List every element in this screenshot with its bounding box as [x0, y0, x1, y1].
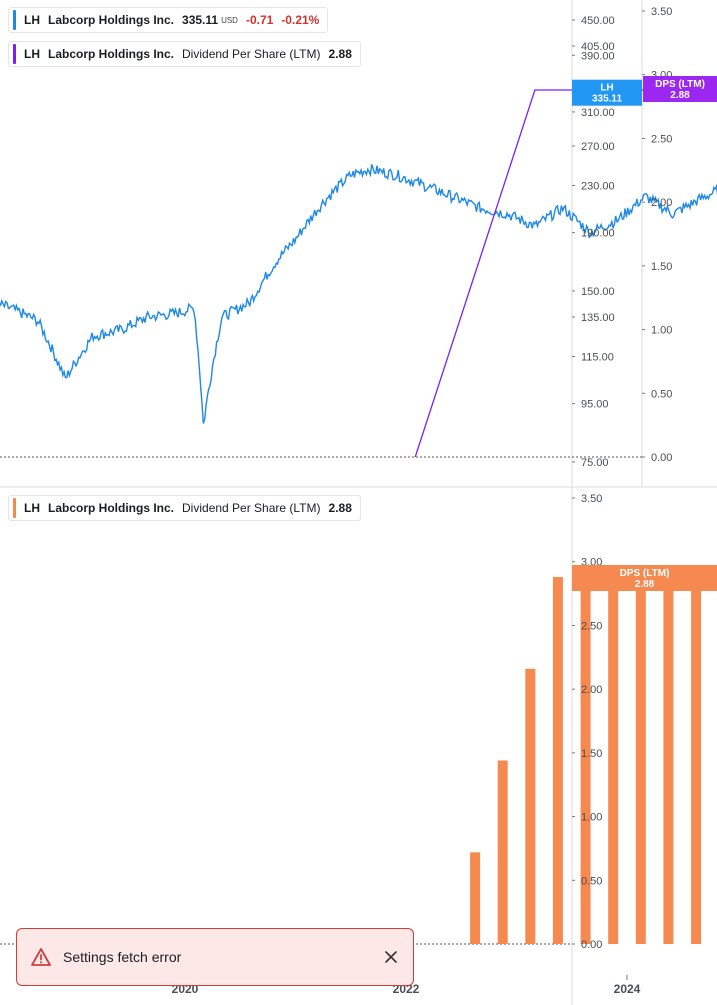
dps-bar-axis-tick-label: 2.50 [581, 620, 602, 632]
dps-axis-tick-label: 1.50 [651, 261, 672, 273]
dps-bar [608, 577, 619, 944]
legend-dps-value: 2.88 [328, 501, 352, 515]
price-axis-tick-label: 405.00 [581, 41, 615, 53]
legend-color-swatch [13, 10, 16, 30]
dps-bar [580, 577, 591, 944]
dps-bar-axis-tick-label: 0.50 [581, 875, 602, 887]
legend-dps-value: 2.88 [328, 47, 352, 61]
dps-bar [470, 852, 481, 944]
price-axis-tick-label: 270.00 [581, 141, 615, 153]
legend-currency: USD [221, 15, 238, 25]
x-axis-tick-label: 2024 [614, 982, 641, 996]
dps-bar [525, 668, 536, 944]
dps-top-badge-value: 2.88 [670, 90, 690, 101]
price-axis-tick-label: 230.00 [581, 181, 615, 193]
dps-top-badge-bg [643, 76, 717, 102]
price-axis-tick-label: 190.00 [581, 228, 615, 240]
dps-bottom-badge-label: DPS (LTM) [620, 568, 670, 579]
legend-symbol: LH [24, 13, 40, 27]
price-series [0, 164, 717, 424]
price-badge-value: 335.11 [592, 94, 622, 105]
price-line [0, 164, 717, 424]
dps-axis-tick-label: 1.00 [651, 325, 672, 337]
legend-change-pct: -0.21% [281, 13, 320, 27]
error-toast: Settings fetch error [16, 928, 414, 986]
dps-bar-axis-tick-label: 2.00 [581, 684, 602, 696]
price-axis-tick-label: 310.00 [581, 107, 615, 119]
price-axis-tick-label: 150.00 [581, 286, 615, 298]
dps-axis-tick-label: 3.50 [651, 6, 672, 18]
price-axis-tick-label: 390.00 [581, 50, 615, 62]
dps-axis-tick-label: 0.00 [651, 452, 672, 464]
dps-bar-axis-tick-label: 0.00 [581, 939, 602, 951]
dps-bar-axis-tick-label: 1.00 [581, 812, 602, 824]
legend-change: -0.71 [245, 13, 274, 27]
dps-axis-tick-label: 2.50 [651, 133, 672, 145]
price-axis-tick-label: 115.00 [581, 352, 614, 364]
dps-bar-axis-tick-label: 3.50 [581, 493, 602, 505]
legend-metric: Dividend Per Share (LTM) [182, 47, 321, 61]
dps-line-series [414, 89, 717, 458]
legend-symbol: LH [24, 47, 40, 61]
legend-price[interactable]: LH Labcorp Holdings Inc. 335.11 USD -0.7… [8, 7, 329, 33]
price-badge-label: LH [600, 83, 613, 94]
dps-bar [691, 577, 702, 944]
legend-price-value: 335.11 [182, 13, 219, 27]
dps-bar-axis-tick-label: 1.50 [581, 748, 602, 760]
legend-symbol: LH [24, 501, 40, 515]
dps-top-badge-label: DPS (LTM) [655, 79, 705, 90]
price-axis-tick-label: 95.00 [581, 399, 609, 411]
legend-company-name: Labcorp Holdings Inc. [48, 501, 175, 515]
dps-bar [635, 577, 646, 944]
dps-axis-tick-label: 0.50 [651, 388, 672, 400]
dps-axis-tick-label: 2.00 [651, 197, 672, 209]
dps-line [414, 89, 717, 458]
price-axis-tick-label: 75.00 [581, 457, 609, 469]
close-icon[interactable] [383, 949, 399, 965]
dps-bar [663, 577, 674, 944]
dps-bottom-badge: DPS (LTM)2.88 [572, 565, 717, 591]
legend-company-name: Labcorp Holdings Inc. [48, 47, 175, 61]
dps-bottom-badge-bg [572, 565, 717, 591]
price-axis-tick-label: 135.00 [581, 312, 615, 324]
legend-color-swatch [13, 498, 16, 518]
dps-bar [497, 760, 508, 944]
price-badge-bg [572, 79, 642, 106]
dps-bar-series [470, 577, 702, 944]
toast-message: Settings fetch error [63, 949, 182, 965]
dps-top-badge: DPS (LTM)2.88 [643, 76, 717, 102]
legend-company-name: Labcorp Holdings Inc. [48, 13, 175, 27]
dps-bottom-badge-value: 2.88 [635, 579, 655, 590]
warning-triangle-icon [31, 948, 51, 966]
legend-dps-top[interactable]: LH Labcorp Holdings Inc. Dividend Per Sh… [8, 41, 361, 67]
legend-dps-bottom[interactable]: LH Labcorp Holdings Inc. Dividend Per Sh… [8, 495, 361, 521]
dps-bar [552, 577, 563, 944]
legend-color-swatch [13, 44, 16, 64]
price-axis-tick-label: 450.00 [581, 15, 615, 27]
legend-metric: Dividend Per Share (LTM) [182, 501, 321, 515]
